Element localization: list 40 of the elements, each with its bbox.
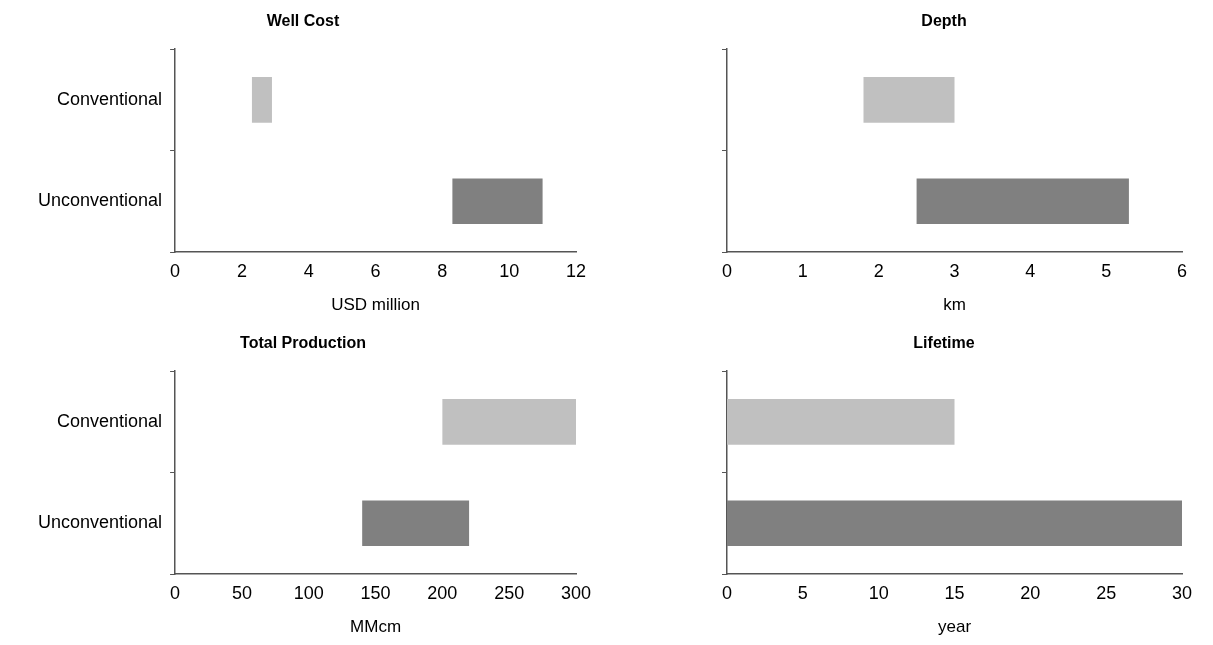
x-tick-label: 4 (1025, 260, 1036, 281)
x-tick-label: 100 (293, 582, 324, 603)
x-tick-label: 50 (231, 582, 252, 603)
x-tick-label: 0 (721, 260, 733, 281)
x-tick-label: 0 (170, 582, 181, 603)
x-tick-label: 12 (565, 260, 587, 281)
x-tick-label: 250 (494, 582, 525, 603)
x-tick-label: 2 (873, 260, 884, 281)
x-axis-title: MMcm (350, 617, 402, 637)
x-tick-label: 0 (721, 582, 733, 603)
x-tick-label: 30 (1171, 582, 1193, 603)
x-tick-label: 200 (427, 582, 458, 603)
x-tick-label: 25 (1096, 582, 1117, 603)
y-tick-label: Unconventional (37, 190, 163, 211)
x-tick-label: 10 (499, 260, 520, 281)
y-tick-label: Unconventional (37, 512, 163, 533)
x-tick-label: 15 (944, 582, 965, 603)
x-tick-label: 6 (1176, 260, 1188, 281)
x-tick-label: 2 (236, 260, 247, 281)
x-tick-label: 20 (1020, 582, 1041, 603)
x-tick-label: 5 (797, 582, 808, 603)
x-axis-title: km (943, 295, 966, 315)
chart-title: Depth (921, 12, 967, 30)
chart-title: Well Cost (266, 12, 340, 30)
chart-title: Total Production (240, 334, 366, 352)
x-tick-label: 150 (360, 582, 391, 603)
x-tick-label: 3 (949, 260, 960, 281)
x-tick-label: 0 (170, 260, 181, 281)
x-tick-label: 300 (560, 582, 592, 603)
x-axis-title: year (937, 617, 972, 637)
chart-title: Lifetime (913, 334, 975, 352)
x-tick-label: 6 (370, 260, 381, 281)
y-tick-label: Conventional (57, 88, 163, 109)
x-tick-label: 4 (303, 260, 314, 281)
y-tick-label: Conventional (57, 410, 163, 431)
x-tick-label: 1 (797, 260, 808, 281)
x-tick-label: 5 (1101, 260, 1112, 281)
x-tick-label: 8 (437, 260, 448, 281)
x-axis-title: USD million (331, 295, 420, 315)
x-tick-label: 10 (868, 582, 889, 603)
